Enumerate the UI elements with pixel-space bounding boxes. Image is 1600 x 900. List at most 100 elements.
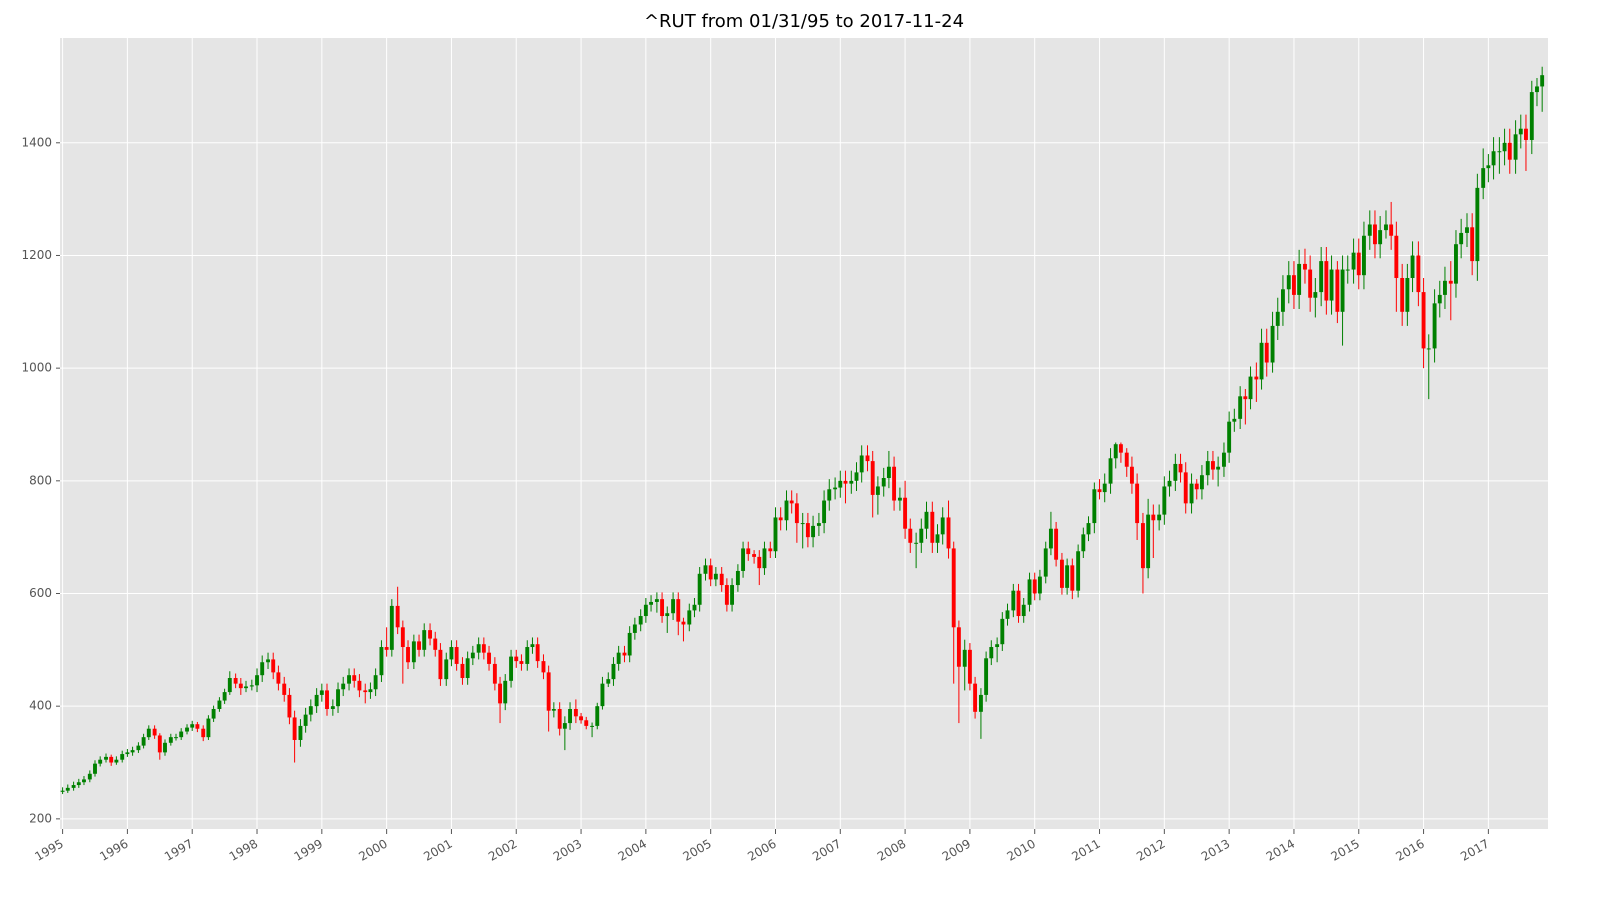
candle-body: [1297, 263, 1302, 295]
x-tick-label: 2010: [1005, 837, 1038, 864]
candle-body: [120, 754, 125, 760]
x-tick-label: 2002: [486, 837, 519, 864]
candle-body: [687, 610, 692, 625]
candle-body: [897, 497, 902, 501]
candle-body: [352, 675, 357, 681]
candle-body: [1432, 303, 1437, 349]
candle-body: [875, 486, 880, 495]
candle-body: [973, 683, 978, 712]
candle-body: [525, 647, 530, 664]
candle-body: [1254, 376, 1259, 380]
candle-body: [989, 647, 994, 659]
candle-body: [1475, 187, 1480, 262]
candle-body: [1303, 263, 1307, 270]
candle-body: [379, 647, 384, 676]
candle-body: [643, 604, 648, 617]
candle-body: [1016, 590, 1021, 617]
candle-body: [1113, 444, 1118, 459]
candle-body: [152, 728, 157, 736]
candle-body: [217, 700, 222, 709]
candle-body: [530, 644, 535, 648]
candle-body: [233, 678, 238, 684]
candle-body: [1264, 342, 1269, 363]
candle-body: [746, 548, 751, 555]
candle-body: [433, 638, 438, 650]
candle-body: [125, 752, 130, 755]
x-tick-label: 2008: [875, 837, 908, 864]
candle-body: [978, 694, 983, 712]
candle-body: [1135, 483, 1140, 524]
candle-body: [827, 489, 832, 501]
x-tick-label: 1995: [32, 837, 65, 864]
candle-body: [1216, 466, 1221, 470]
x-tick-label: 2013: [1199, 837, 1232, 864]
candle-body: [1102, 483, 1107, 493]
candle-body: [1324, 261, 1329, 301]
candle-body: [1454, 244, 1458, 284]
candle-body: [935, 534, 940, 543]
candle-body: [1518, 128, 1523, 135]
candle-body: [503, 680, 508, 704]
candle-body: [768, 548, 773, 552]
candle-body: [1178, 463, 1183, 473]
candle-body: [1459, 232, 1464, 245]
candle-body: [1524, 128, 1528, 140]
candle-body: [1384, 224, 1388, 231]
candle-body: [919, 528, 924, 543]
candle-body: [1351, 252, 1356, 270]
y-tick-label: 1000: [21, 361, 52, 375]
candle-body: [1157, 514, 1162, 521]
candle-body: [1032, 579, 1037, 594]
y-tick-label: 200: [29, 811, 52, 825]
candle-body: [449, 647, 454, 660]
candle-body: [1470, 227, 1475, 262]
candle-body: [287, 694, 292, 718]
x-tick-label: 2009: [940, 837, 973, 864]
candle-body: [60, 790, 65, 792]
candle-body: [1426, 348, 1431, 350]
candle-body: [1335, 269, 1340, 312]
candle-body: [870, 461, 875, 495]
candle-body: [282, 683, 287, 695]
candle-body: [519, 661, 524, 664]
candle-body: [249, 685, 254, 687]
candle-body: [222, 692, 227, 701]
candle-body: [1292, 275, 1296, 295]
candle-body: [1394, 235, 1399, 279]
candle-body: [465, 658, 470, 679]
candle-body: [984, 658, 989, 695]
candle-body: [541, 661, 546, 673]
x-tick-label: 1998: [227, 837, 260, 864]
candle-body: [930, 511, 935, 543]
candle-body: [1027, 579, 1032, 605]
candle-body: [1048, 528, 1053, 549]
candle-body: [417, 641, 421, 650]
candle-body: [892, 466, 897, 501]
candle-body: [730, 585, 735, 605]
candle-body: [98, 759, 103, 764]
candle-body: [341, 683, 346, 690]
y-tick-label: 1200: [21, 248, 52, 262]
y-tick-label: 1400: [21, 135, 52, 149]
candle-body: [211, 708, 216, 719]
candle-body: [1416, 255, 1421, 293]
candle-body: [190, 724, 195, 728]
candle-body: [1329, 269, 1334, 301]
candle-body: [1097, 489, 1102, 493]
candle-body: [163, 742, 167, 753]
candle-body: [492, 663, 497, 684]
candle-body: [573, 708, 578, 717]
candle-body: [967, 649, 972, 684]
x-tick-label: 2011: [1069, 837, 1102, 864]
candle-body: [865, 455, 870, 462]
candle-body: [470, 652, 475, 659]
candle-body: [1222, 452, 1226, 467]
candle-body: [1227, 421, 1232, 453]
candle-body: [1313, 292, 1318, 298]
candle-body: [481, 644, 486, 653]
candle-body: [1507, 142, 1512, 160]
candle-body: [595, 706, 600, 726]
candle-body: [924, 511, 929, 529]
candle-body: [822, 500, 827, 524]
candle-body: [238, 683, 243, 689]
